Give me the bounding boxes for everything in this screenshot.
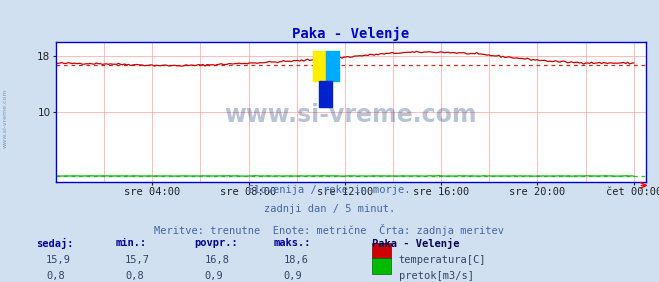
Text: 0,8: 0,8 <box>46 271 65 281</box>
Text: povpr.:: povpr.: <box>194 238 238 248</box>
Text: 18,6: 18,6 <box>283 255 308 265</box>
Text: min.:: min.: <box>115 238 146 248</box>
Bar <box>326 51 339 81</box>
Bar <box>312 51 326 81</box>
Text: 16,8: 16,8 <box>204 255 229 265</box>
Text: temperatura[C]: temperatura[C] <box>399 255 486 265</box>
Text: www.si-vreme.com: www.si-vreme.com <box>225 103 477 127</box>
Text: 0,9: 0,9 <box>283 271 302 281</box>
Text: maks.:: maks.: <box>273 238 311 248</box>
Text: 0,9: 0,9 <box>204 271 223 281</box>
Text: Paka - Velenje: Paka - Velenje <box>372 238 460 249</box>
Title: Paka - Velenje: Paka - Velenje <box>293 27 409 41</box>
Text: 15,7: 15,7 <box>125 255 150 265</box>
Bar <box>319 81 332 107</box>
Text: Slovenija / reke in morje.: Slovenija / reke in morje. <box>248 185 411 195</box>
Text: 0,8: 0,8 <box>125 271 144 281</box>
Text: Meritve: trenutne  Enote: metrične  Črta: zadnja meritev: Meritve: trenutne Enote: metrične Črta: … <box>154 224 505 236</box>
Text: 15,9: 15,9 <box>46 255 71 265</box>
Text: www.si-vreme.com: www.si-vreme.com <box>3 89 8 148</box>
Text: sedaj:: sedaj: <box>36 238 74 249</box>
Text: zadnji dan / 5 minut.: zadnji dan / 5 minut. <box>264 204 395 214</box>
Text: pretok[m3/s]: pretok[m3/s] <box>399 271 474 281</box>
